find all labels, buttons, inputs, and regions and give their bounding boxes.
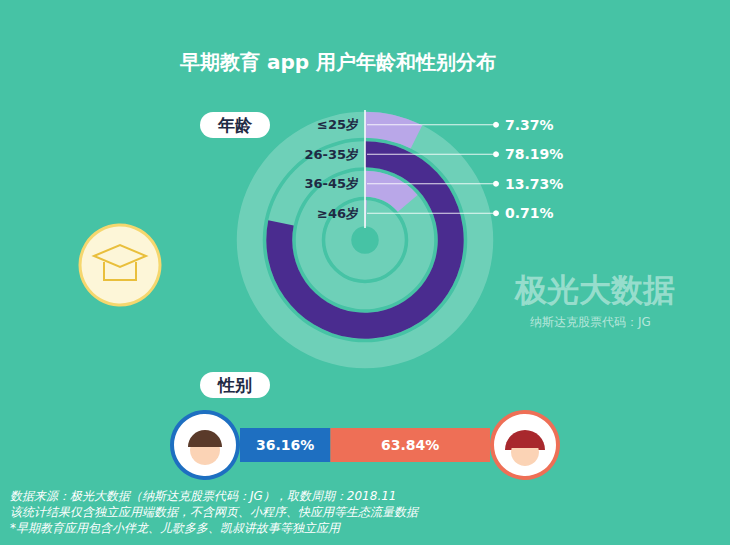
svg-text:63.84%: 63.84%: [381, 437, 439, 453]
svg-text:数据来源：极光大数据（纳斯达克股票代码：JG），取数周期：2: 数据来源：极光大数据（纳斯达克股票代码：JG），取数周期：2018.11: [10, 489, 396, 503]
svg-text:36-45岁: 36-45岁: [304, 176, 359, 191]
svg-text:26-35岁: 26-35岁: [304, 147, 359, 162]
svg-text:78.19%: 78.19%: [505, 146, 563, 162]
svg-text:极光大数据: 极光大数据: [514, 271, 675, 309]
svg-text:7.37%: 7.37%: [505, 117, 554, 133]
svg-text:性别: 性别: [217, 375, 252, 395]
svg-text:36.16%: 36.16%: [256, 437, 314, 453]
svg-text:纳斯达克股票代码：JG: 纳斯达克股票代码：JG: [530, 315, 651, 329]
svg-text:13.73%: 13.73%: [505, 176, 563, 192]
svg-text:*早期教育应用包含小伴龙、儿歌多多、凯叔讲故事等独立应用: *早期教育应用包含小伴龙、儿歌多多、凯叔讲故事等独立应用: [10, 521, 341, 535]
svg-text:该统计结果仅含独立应用端数据，不含网页、小程序、快应用等生态: 该统计结果仅含独立应用端数据，不含网页、小程序、快应用等生态流量数据: [10, 505, 420, 519]
svg-text:≥46岁: ≥46岁: [317, 206, 359, 221]
svg-text:早期教育 app 用户年龄和性别分布: 早期教育 app 用户年龄和性别分布: [179, 50, 496, 74]
svg-text:年龄: 年龄: [217, 115, 253, 135]
svg-text:0.71%: 0.71%: [505, 205, 554, 221]
svg-text:≤25岁: ≤25岁: [317, 117, 359, 132]
